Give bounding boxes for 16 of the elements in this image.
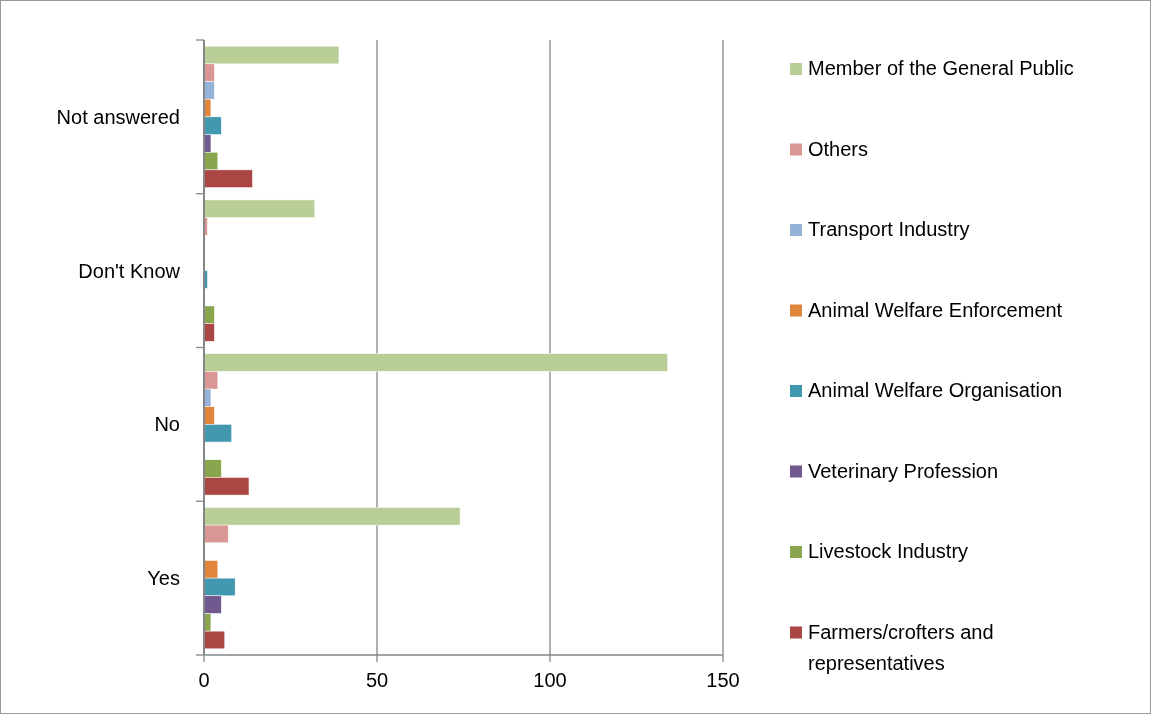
legend-label: Transport Industry (808, 218, 970, 240)
legend-label: Member of the General Public (808, 57, 1074, 79)
y-tick-label: Don't Know (78, 259, 181, 282)
y-tick-label: Not answered (56, 105, 180, 128)
legend-label: Livestock Industry (808, 540, 969, 562)
x-tick-label: 0 (198, 669, 210, 691)
legend-label: Animal Welfare Organisation (808, 379, 1063, 401)
x-tick-label: 100 (533, 669, 567, 691)
y-tick-label: Yes (147, 567, 180, 590)
x-tick-label: 50 (365, 669, 389, 691)
legend-label: Veterinary Profession (808, 459, 999, 482)
legend-label: Farmers/crofters and representatives (808, 620, 994, 674)
y-tick-label: No (154, 413, 180, 436)
x-tick-label: 150 (706, 669, 740, 691)
legend-label: Animal Welfare Enforcement (808, 298, 1063, 321)
legend-label: Others (808, 137, 869, 160)
